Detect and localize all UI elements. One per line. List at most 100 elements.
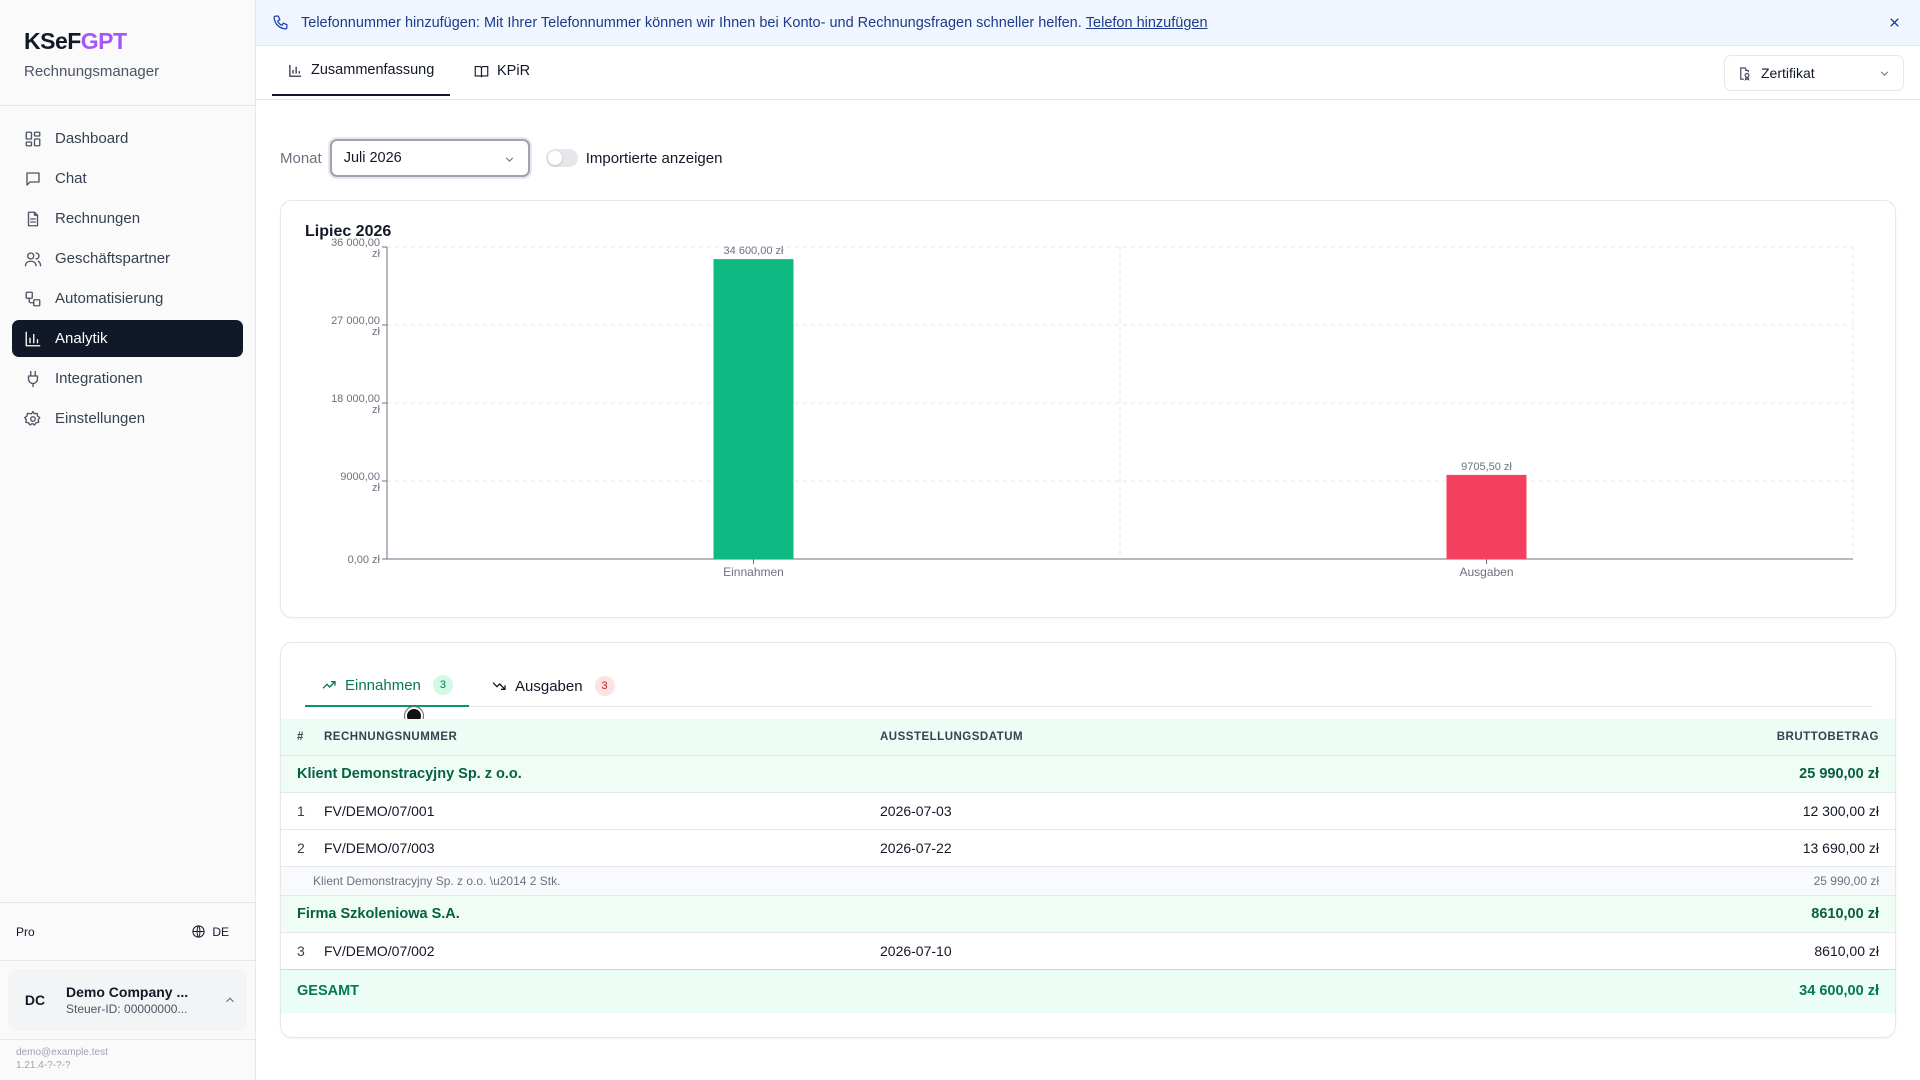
sidebar-item-label: Dashboard bbox=[55, 130, 129, 147]
invoices-card: Einnahmen 3 Ausgaben 3 # RECHNUNGSNUMMER… bbox=[280, 642, 1896, 1038]
avatar: DC bbox=[24, 992, 46, 1008]
plan-row: Pro DE bbox=[0, 902, 255, 960]
workflow-icon bbox=[25, 291, 41, 306]
group-row: Firma Szkoleniowa S.A. 8610,00 zł bbox=[281, 894, 1895, 932]
issue-date: 2026-07-10 bbox=[880, 931, 1580, 969]
y-tick-label: 18 000,00 zł bbox=[331, 393, 380, 416]
certificate-icon bbox=[1740, 66, 1750, 81]
y-tick-label: 36 000,00 zł bbox=[331, 237, 380, 260]
certificate-label: Zertifikat bbox=[1761, 65, 1815, 81]
x-tick-label: Einnahmen bbox=[723, 565, 784, 579]
plug-icon bbox=[27, 370, 39, 387]
bar-einnahmen bbox=[713, 259, 794, 559]
row-number: 1 bbox=[281, 791, 324, 829]
subtotal-row: Klient Demonstracyjny Sp. z o.o. \u2014 … bbox=[281, 865, 1895, 895]
group-row: Klient Demonstracyjny Sp. z o.o. 25 990,… bbox=[281, 754, 1895, 792]
bar-chart-icon bbox=[25, 331, 41, 346]
subtotal-amount: 25 990,00 zł bbox=[1580, 865, 1895, 895]
tab-summary[interactable]: Zusammenfassung bbox=[272, 46, 451, 96]
company-switcher-wrap: DC Demo Company ... Steuer-ID: 00000000.… bbox=[0, 960, 255, 1039]
sidebar-item-chat[interactable]: Chat bbox=[12, 160, 243, 197]
table-row[interactable]: 3 FV/DEMO/07/002 2026-07-10 8610,00 zł bbox=[281, 931, 1895, 969]
tab-expenses[interactable]: Ausgaben 3 bbox=[475, 665, 631, 707]
chevron-down-icon bbox=[1880, 71, 1889, 76]
chevron-up-icon bbox=[226, 997, 234, 1003]
tab-kpir[interactable]: KPiR bbox=[458, 46, 546, 96]
banner-text: Telefonnummer hinzufügen: Mit Ihrer Tele… bbox=[301, 14, 1082, 31]
group-amount: 25 990,00 zł bbox=[1580, 754, 1895, 792]
sidebar-item-settings[interactable]: Einstellungen bbox=[12, 400, 243, 437]
invoices-table: # RECHNUNGSNUMMER AUSSTELLUNGSDATUM BRUT… bbox=[281, 719, 1895, 1013]
month-label: Monat bbox=[280, 149, 322, 167]
col-gross-amount[interactable]: BRUTTOBETRAG bbox=[1580, 719, 1895, 755]
total-label: GESAMT bbox=[281, 968, 1580, 1013]
company-tax-id: Steuer-ID: 00000000... bbox=[66, 1002, 188, 1016]
gear-icon bbox=[24, 410, 41, 426]
gross-amount: 13 690,00 zł bbox=[1580, 828, 1895, 866]
trending-down-icon bbox=[492, 682, 506, 690]
users-icon bbox=[24, 251, 42, 266]
sidebar-item-label: Automatisierung bbox=[55, 290, 164, 307]
chart-title: Lipiec 2026 bbox=[305, 223, 392, 240]
bar-chart: 0,00 zł 9000,00 zł 18 000,00 zł 27 000,00 zł 36… bbox=[331, 237, 1854, 579]
close-icon[interactable] bbox=[1887, 15, 1902, 30]
sidebar-item-label: Rechnungen bbox=[55, 210, 141, 227]
globe-icon bbox=[192, 925, 205, 938]
show-imported-label: Importierte anzeigen bbox=[585, 149, 723, 167]
tab-label: Einnahmen bbox=[345, 676, 421, 694]
add-phone-link[interactable]: Telefon hinzufügen bbox=[1085, 14, 1208, 31]
tab-label: Ausgaben bbox=[515, 677, 583, 695]
total-amount: 34 600,00 zł bbox=[1580, 968, 1895, 1013]
document-icon bbox=[27, 211, 39, 226]
sidebar-item-analytics[interactable]: Analytik bbox=[12, 320, 243, 357]
count-badge: 3 bbox=[594, 676, 615, 696]
tab-label: KPiR bbox=[497, 63, 531, 79]
group-name: Klient Demonstracyjny Sp. z o.o. bbox=[281, 754, 1580, 792]
book-icon bbox=[474, 65, 489, 77]
company-info: Demo Company ... Steuer-ID: 00000000... bbox=[66, 984, 223, 1016]
sidebar-item-integrations[interactable]: Integrationen bbox=[12, 360, 243, 397]
sidebar-item-label: Analytik bbox=[55, 330, 108, 347]
bar-chart-icon bbox=[289, 64, 302, 77]
sidebar-item-partners[interactable]: Geschäftspartner bbox=[12, 240, 243, 277]
table-row[interactable]: 2 FV/DEMO/07/003 2026-07-22 13 690,00 zł bbox=[281, 828, 1895, 866]
count-badge: 3 bbox=[432, 675, 453, 695]
group-name: Firma Szkoleniowa S.A. bbox=[281, 894, 1580, 932]
show-imported-toggle[interactable] bbox=[545, 149, 578, 167]
toggle-knob bbox=[547, 151, 562, 165]
gross-amount: 12 300,00 zł bbox=[1580, 791, 1895, 829]
col-issue-date[interactable]: AUSSTELLUNGSDATUM bbox=[880, 719, 1580, 755]
sidebar-item-label: Chat bbox=[55, 170, 87, 187]
month-value: Juli 2026 bbox=[343, 150, 402, 166]
gross-amount: 8610,00 zł bbox=[1580, 931, 1895, 969]
row-number: 2 bbox=[281, 828, 324, 866]
data-label: 34 600,00 zł bbox=[724, 245, 784, 257]
invoice-number: FV/DEMO/07/001 bbox=[324, 791, 880, 829]
filter-row: Monat Juli 2026 Importierte anzeigen bbox=[280, 139, 722, 177]
trending-up-icon bbox=[322, 681, 336, 689]
direction-tabs: Einnahmen 3 Ausgaben 3 bbox=[305, 665, 1873, 725]
row-number: 3 bbox=[281, 931, 324, 969]
certificate-select[interactable]: Zertifikat bbox=[1724, 55, 1904, 91]
y-tick-label: 0,00 zł bbox=[348, 554, 381, 566]
phone-icon bbox=[273, 15, 288, 30]
sidebar: KSeFGPT Rechnungsmanager Dashboard Chat … bbox=[0, 0, 256, 1080]
x-tick-label: Ausgaben bbox=[1459, 565, 1513, 579]
sidebar-item-invoices[interactable]: Rechnungen bbox=[12, 200, 243, 237]
language-switcher[interactable]: DE bbox=[191, 924, 239, 939]
sidebar-item-label: Einstellungen bbox=[55, 410, 146, 427]
col-number: # bbox=[281, 719, 324, 755]
app-subtitle: Rechnungsmanager bbox=[24, 63, 160, 80]
app-logo[interactable]: KSeFGPT bbox=[24, 28, 127, 54]
chevron-down-icon bbox=[505, 157, 513, 162]
sidebar-foot: demo@example.test 1.21.4-?-?-? bbox=[0, 1039, 255, 1080]
sidebar-item-automation[interactable]: Automatisierung bbox=[12, 280, 243, 317]
company-switcher[interactable]: DC Demo Company ... Steuer-ID: 00000000.… bbox=[8, 969, 247, 1031]
month-select[interactable]: Juli 2026 bbox=[329, 139, 530, 177]
sidebar-item-dashboard[interactable]: Dashboard bbox=[12, 120, 243, 157]
table-row[interactable]: 1 FV/DEMO/07/001 2026-07-03 12 300,00 zł bbox=[281, 791, 1895, 829]
page-tabs: Zusammenfassung KPiR Zertifikat bbox=[256, 46, 1920, 100]
col-invoice-number[interactable]: RECHNUNGSNUMMER bbox=[324, 719, 880, 755]
tab-income[interactable]: Einnahmen 3 bbox=[305, 665, 469, 725]
bar-ausgaben bbox=[1446, 474, 1527, 559]
